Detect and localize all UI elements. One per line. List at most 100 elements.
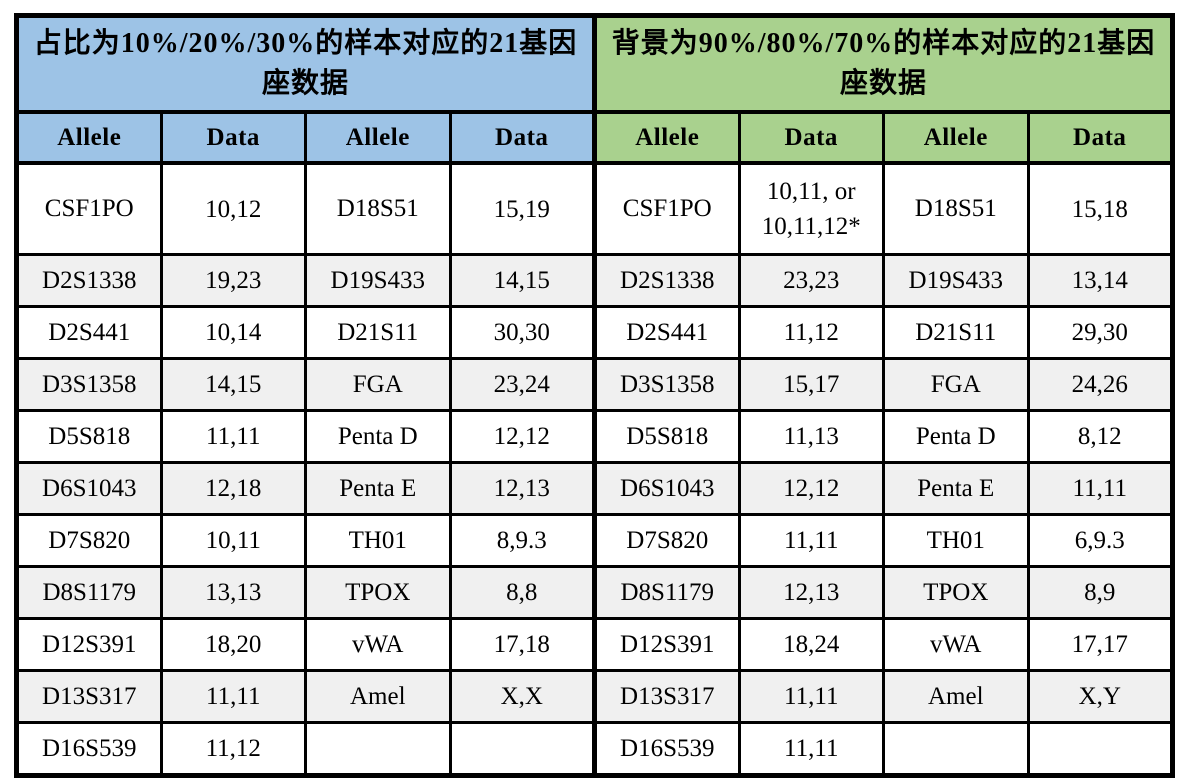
data-cell: 11,13 <box>737 409 885 464</box>
data-cell: 24,26 <box>1026 357 1174 412</box>
data-cell: 6,9.3 <box>1026 513 1174 568</box>
allele-cell: CSF1PO <box>15 161 163 256</box>
data-cell: 11,11 <box>737 721 885 777</box>
allele-cell: Penta E <box>304 461 452 516</box>
allele-cell: Amel <box>304 669 452 724</box>
allele-cell: D2S1338 <box>15 253 163 308</box>
data-cell <box>448 721 596 777</box>
allele-cell: D13S317 <box>592 669 741 724</box>
allele-cell: D18S51 <box>882 161 1030 256</box>
allele-cell: D3S1358 <box>15 357 163 412</box>
allele-cell: D19S433 <box>882 253 1030 308</box>
allele-cell: D12S391 <box>15 617 163 672</box>
data-cell: 12,13 <box>448 461 596 516</box>
data-cell: 29,30 <box>1026 305 1174 360</box>
allele-cell: D13S317 <box>15 669 163 724</box>
data-cell: 19,23 <box>159 253 307 308</box>
data-cell: 15,17 <box>737 357 885 412</box>
allele-cell: D19S433 <box>304 253 452 308</box>
data-cell: 17,17 <box>1026 617 1174 672</box>
data-cell: 11,12 <box>159 721 307 777</box>
data-cell: 12,13 <box>737 565 885 620</box>
data-cell: X,Y <box>1026 669 1174 724</box>
table-row: D8S1179 13,13 TPOX 8,8 D8S1179 12,13 TPOX 8,9 <box>15 565 1174 620</box>
data-cell: 8,8 <box>448 565 596 620</box>
data-cell <box>1026 721 1174 777</box>
data-cell: 15,19 <box>448 161 596 256</box>
data-cell: X,X <box>448 669 596 724</box>
allele-cell: Penta E <box>882 461 1030 516</box>
title-row: 占比为10%/20%/30%的样本对应的21基因座数据 背景为90%/80%/7… <box>15 14 1174 114</box>
data-cell: 23,24 <box>448 357 596 412</box>
column-header-data: Data <box>159 110 307 165</box>
allele-cell: D18S51 <box>304 161 452 256</box>
column-header-data: Data <box>448 110 596 165</box>
allele-cell: D8S1179 <box>592 565 741 620</box>
data-cell: 8,9.3 <box>448 513 596 568</box>
table-row: D2S1338 19,23 D19S433 14,15 D2S1338 23,23 D19S… <box>15 253 1174 308</box>
allele-cell: D6S1043 <box>592 461 741 516</box>
data-cell: 11,11 <box>1026 461 1174 516</box>
allele-cell: D7S820 <box>592 513 741 568</box>
allele-cell: TPOX <box>304 565 452 620</box>
right-table-title: 背景为90%/80%/70%的样本对应的21基因座数据 <box>592 14 1174 114</box>
table-row: D5S818 11,11 Penta D 12,12 D5S818 11,13 Penta … <box>15 409 1174 464</box>
column-header-allele: Allele <box>592 110 741 165</box>
data-cell: 8,9 <box>1026 565 1174 620</box>
data-cell: 30,30 <box>448 305 596 360</box>
table-row: D12S391 18,20 vWA 17,18 D12S391 18,24 vWA 17,17 <box>15 617 1174 672</box>
data-cell: 12,12 <box>448 409 596 464</box>
allele-cell: CSF1PO <box>592 161 741 256</box>
data-cell: 14,15 <box>448 253 596 308</box>
table-row: D2S441 10,14 D21S11 30,30 D2S441 11,12 D21S11 2… <box>15 305 1174 360</box>
data-cell: 10,11 <box>159 513 307 568</box>
column-header-row: Allele Data Allele Data Allele Data Alle… <box>15 110 1174 165</box>
data-cell: 10,11, or 10,11,12* <box>737 161 885 256</box>
allele-cell: D21S11 <box>304 305 452 360</box>
allele-cell: TH01 <box>882 513 1030 568</box>
column-header-data: Data <box>737 110 885 165</box>
data-cell: 13,14 <box>1026 253 1174 308</box>
table-row: D3S1358 14,15 FGA 23,24 D3S1358 15,17 FGA 24,26 <box>15 357 1174 412</box>
column-header-data: Data <box>1026 110 1174 165</box>
table-row: CSF1PO 10,12 D18S51 15,19 CSF1PO 10,11, or 10… <box>15 161 1174 256</box>
data-cell: 10,12 <box>159 161 307 256</box>
data-cell: 14,15 <box>159 357 307 412</box>
left-table-title: 占比为10%/20%/30%的样本对应的21基因座数据 <box>15 14 596 114</box>
allele-cell: D2S1338 <box>592 253 741 308</box>
allele-cell: TPOX <box>882 565 1030 620</box>
table-head: 占比为10%/20%/30%的样本对应的21基因座数据 背景为90%/80%/7… <box>15 14 1174 165</box>
allele-cell: Penta D <box>304 409 452 464</box>
allele-cell <box>882 721 1030 777</box>
allele-cell: D6S1043 <box>15 461 163 516</box>
allele-cell: D2S441 <box>592 305 741 360</box>
data-cell: 11,11 <box>159 409 307 464</box>
genotype-table: 占比为10%/20%/30%的样本对应的21基因座数据 背景为90%/80%/7… <box>14 13 1175 778</box>
allele-cell: D16S539 <box>15 721 163 777</box>
allele-cell: D5S818 <box>592 409 741 464</box>
allele-cell: Amel <box>882 669 1030 724</box>
table-row: D13S317 11,11 Amel X,X D13S317 11,11 Amel X,Y <box>15 669 1174 724</box>
data-cell: 17,18 <box>448 617 596 672</box>
allele-cell: D21S11 <box>882 305 1030 360</box>
allele-cell: D5S818 <box>15 409 163 464</box>
allele-cell <box>304 721 452 777</box>
table-row: D7S820 10,11 TH01 8,9.3 D7S820 11,11 TH01 6,9.3 <box>15 513 1174 568</box>
allele-cell: D16S539 <box>592 721 741 777</box>
data-cell: 11,11 <box>737 513 885 568</box>
allele-cell: D2S441 <box>15 305 163 360</box>
data-cell: 13,13 <box>159 565 307 620</box>
allele-cell: FGA <box>882 357 1030 412</box>
data-cell: 11,12 <box>737 305 885 360</box>
allele-cell: Penta D <box>882 409 1030 464</box>
allele-cell: D8S1179 <box>15 565 163 620</box>
data-cell: 23,23 <box>737 253 885 308</box>
data-cell: 11,11 <box>737 669 885 724</box>
allele-cell: D7S820 <box>15 513 163 568</box>
data-cell: 15,18 <box>1026 161 1174 256</box>
data-cell: 18,24 <box>737 617 885 672</box>
table-row: D16S539 11,12 D16S539 11,11 <box>15 721 1174 777</box>
data-cell: 12,12 <box>737 461 885 516</box>
allele-cell: vWA <box>882 617 1030 672</box>
